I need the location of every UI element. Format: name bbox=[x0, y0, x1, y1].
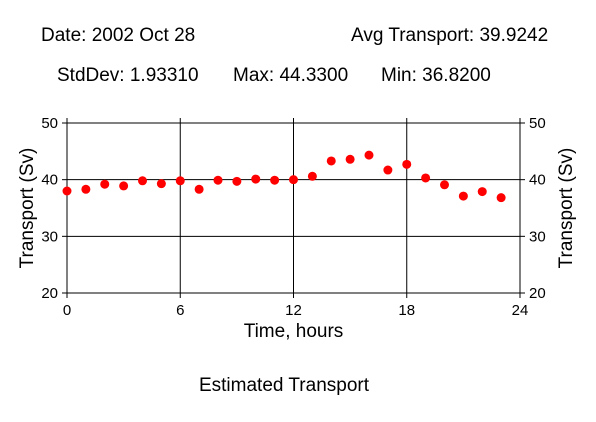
data-point bbox=[496, 193, 506, 203]
data-point bbox=[345, 154, 355, 164]
x-tick-label: 12 bbox=[285, 302, 302, 319]
grid-lines bbox=[67, 123, 520, 293]
data-point bbox=[402, 159, 412, 169]
x-tick-label: 24 bbox=[512, 302, 529, 319]
y-axis-label: Transport (Sv) bbox=[17, 148, 38, 269]
data-point bbox=[458, 191, 468, 201]
y-tick-label-left: 50 bbox=[41, 115, 58, 132]
x-axis-label: Time, hours bbox=[244, 321, 344, 342]
data-point bbox=[175, 176, 185, 186]
chart-caption: Estimated Transport bbox=[198, 375, 370, 396]
data-point bbox=[383, 165, 393, 175]
y-axis-label-right: Transport (Sv) bbox=[556, 148, 577, 269]
data-point bbox=[270, 175, 280, 185]
data-point bbox=[421, 173, 431, 183]
y-tick-label-right: 20 bbox=[529, 285, 546, 302]
data-point bbox=[62, 186, 72, 196]
data-point bbox=[156, 179, 166, 189]
x-tick-label: 0 bbox=[63, 302, 71, 319]
tick-marks bbox=[62, 118, 525, 298]
data-point bbox=[194, 184, 204, 194]
x-tick-label: 6 bbox=[176, 302, 184, 319]
data-point bbox=[307, 171, 317, 181]
y-tick-label-left: 20 bbox=[41, 285, 58, 302]
data-point bbox=[364, 150, 374, 160]
avg-transport-label: Avg Transport: 39.9242 bbox=[351, 25, 549, 46]
data-point bbox=[326, 156, 336, 166]
max-label: Max: 44.3300 bbox=[233, 65, 349, 86]
data-point bbox=[440, 180, 449, 190]
y-tick-label-right: 40 bbox=[529, 172, 546, 189]
data-point bbox=[100, 179, 110, 189]
min-label: Min: 36.8200 bbox=[381, 65, 491, 86]
data-point bbox=[477, 187, 487, 197]
x-tick-label: 18 bbox=[398, 302, 415, 319]
y-tick-label-right: 30 bbox=[529, 228, 546, 245]
data-point bbox=[119, 181, 129, 191]
y-tick-label-left: 30 bbox=[41, 228, 58, 245]
data-point bbox=[81, 184, 91, 194]
data-point bbox=[232, 176, 242, 186]
data-points bbox=[62, 150, 506, 203]
y-tick-label-right: 50 bbox=[529, 115, 546, 132]
data-point bbox=[213, 175, 223, 185]
data-point bbox=[138, 176, 147, 186]
stddev-label: StdDev: 1.93310 bbox=[57, 65, 199, 86]
data-point bbox=[251, 174, 261, 184]
y-tick-label-left: 40 bbox=[41, 172, 58, 189]
date-label: Date: 2002 Oct 28 bbox=[41, 25, 196, 46]
data-point bbox=[289, 175, 298, 185]
